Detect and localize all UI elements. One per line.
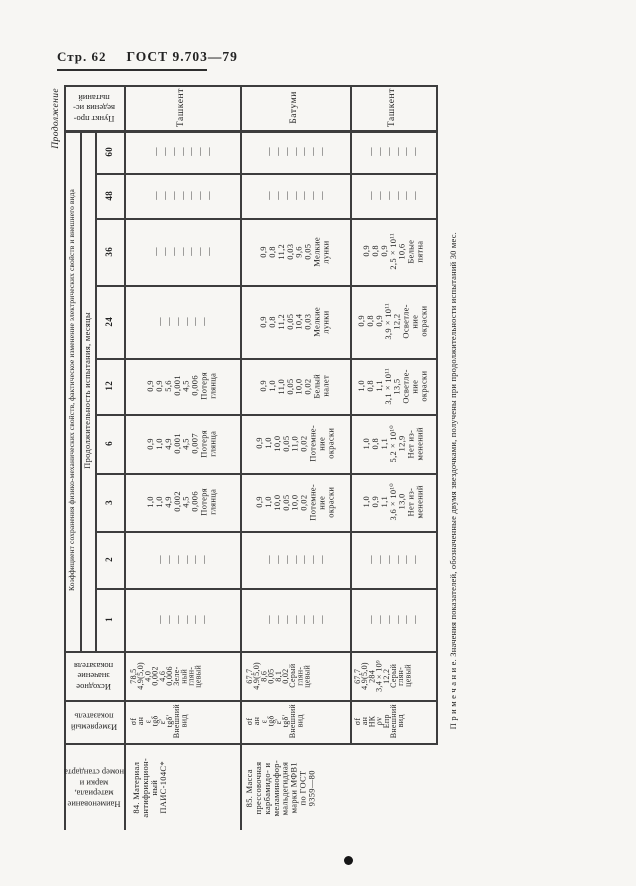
table-line xyxy=(124,85,126,830)
site-cell-m84: Ташкент xyxy=(176,87,187,128)
table-line xyxy=(64,700,438,702)
s2-params: σf aн НК ρv Eпр Внешний вид xyxy=(353,704,406,739)
s2-m60: — — — — — — xyxy=(365,147,420,156)
header-material-name: Наименование материала, марки и номер ст… xyxy=(64,767,124,810)
material-name-85: 85. Масса прессовочная карбамидо- и мела… xyxy=(244,759,317,817)
table-line xyxy=(95,173,436,175)
table-line xyxy=(436,85,438,743)
table-line xyxy=(64,85,438,87)
header-underline xyxy=(57,69,207,71)
s0-m6: 0,9 1,0 4,9 0,001 4,5 0,007 Потеря глянц… xyxy=(145,429,218,458)
s2-m24: 0,9 0,8 0,9 3,9×10¹¹ 12,2 Осветле- ние о… xyxy=(356,303,429,340)
table-line xyxy=(64,743,438,745)
s2-initial: 67,7 4,9(5,0) 284 3,4×10⁹ 12,2 Серый гля… xyxy=(353,659,413,692)
s2-m3: 1,0 0,9 1,1 3,6×10¹⁰ 13,0 Нет из- менени… xyxy=(360,483,425,521)
s1-m48: — — — — — — — xyxy=(262,191,327,200)
s0-m48: — — — — — — — xyxy=(149,191,214,200)
s1-m36: 0,9 0,8 11,2 0,03 9,6 0,05 Мелкие лунки xyxy=(258,236,331,267)
s2-m12: 1,0 0,8 1,1 3,1×10¹¹ 13,5 Осветле- ние о… xyxy=(356,367,429,405)
s1-m12: 0,9 1,0 11,0 0,05 10,0 0,02 Белый налет xyxy=(258,373,331,399)
s1-m60: — — — — — — — xyxy=(262,147,327,156)
page-number: Стр. 62 xyxy=(57,49,107,64)
material-name-84: 84. Материал антифрикцион- ный ПАИС-104С… xyxy=(131,758,168,818)
header-initial-value: Исходное значение показателя xyxy=(74,660,114,692)
table-line xyxy=(95,473,436,475)
page-header: Стр. 62 ГОСТ 9.703—79 xyxy=(57,49,238,65)
s0-params: σf aн ε tgδ ε′ tgδ′ Внешний вид xyxy=(129,704,189,739)
table-line xyxy=(95,414,436,416)
s2-m2: — — — — — — xyxy=(365,555,420,564)
footnote: П р и м е ч а н и е. Значения показателе… xyxy=(447,232,458,730)
table-line xyxy=(95,358,436,360)
s0-m3: 1,0 1,0 4,9 0,002 4,5 0,006 Потеря глянц… xyxy=(145,488,218,516)
s0-m60: — — — — — — — xyxy=(149,147,214,156)
header-duration: Продолжительность испытания, месяцы xyxy=(82,312,93,469)
s1-m1: — — — — — — — xyxy=(262,615,327,624)
header-test-point: Пункт про- ведения ис- пытаний xyxy=(72,92,115,124)
s1-m2: — — — — — — — xyxy=(262,555,327,564)
table-line xyxy=(95,588,436,590)
header-measured-param: Измеряемый показатель xyxy=(70,711,118,733)
s1-m24: 0,9 0,8 11,2 0,05 10,4 0,03 Мелкие лунки xyxy=(258,306,331,337)
month-label-1: 1 xyxy=(103,617,114,622)
table-line xyxy=(95,285,436,287)
s0-m2: — — — — — — xyxy=(154,555,209,564)
table-line xyxy=(95,130,97,651)
table-line xyxy=(350,85,352,743)
table-line xyxy=(64,85,66,830)
month-label-6: 6 xyxy=(103,441,114,446)
s0-m24: — — — — — — xyxy=(154,317,209,326)
rotated-table: Пункт про- ведения ис- пытаний Ташкент Б… xyxy=(64,85,438,835)
s2-m1: — — — — — — xyxy=(365,615,420,624)
table-line xyxy=(80,130,82,651)
month-label-36: 36 xyxy=(103,246,114,257)
month-label-2: 2 xyxy=(103,557,114,562)
s2-m6: 1,0 0,8 1,1 5,2×10¹⁰ 12,9 Нет из- менени… xyxy=(360,424,425,463)
bullet-dot xyxy=(344,856,353,865)
table-line xyxy=(95,531,436,533)
month-label-48: 48 xyxy=(103,190,114,201)
site-cell-m85-batumi: Батуми xyxy=(289,91,300,124)
table-line xyxy=(64,130,438,133)
s0-initial: 78,5 4,9(5,0) 4,0 0,002 4,6 0,006 Зеле- … xyxy=(129,661,203,690)
gost-number: ГОСТ 9.703—79 xyxy=(126,49,238,64)
s2-m36: 0,9 0,8 0,9 2,5×10¹¹ 10,6 Белые пятна xyxy=(360,233,425,270)
site-cell-m85-tashkent: Ташкент xyxy=(387,87,398,128)
table-line xyxy=(64,651,438,653)
continuation-label: Продолжение xyxy=(51,87,62,149)
table-line xyxy=(95,218,436,220)
s0-m12: 0,9 0,9 5,6 0,001 4,5 0,006 Потеря глянц… xyxy=(145,372,218,400)
s1-m6: 0,9 1,0 10,0 0,05 11,0 0,02 Потемне- ние… xyxy=(253,425,336,462)
month-label-60: 60 xyxy=(103,146,114,157)
s0-m36: — — — — — — — xyxy=(149,247,214,256)
month-label-3: 3 xyxy=(103,499,114,505)
s1-m3: 0,9 1,0 10,0 0,05 10,0 0,02 Потемне- ние… xyxy=(253,483,336,521)
s1-initial: 67,7 4,9(5,0) 8,6 0,05 8,1 0,02 Серый гл… xyxy=(245,661,312,690)
header-coefficient: Коэффициент сохранения физико-механическ… xyxy=(67,189,77,592)
table-line xyxy=(240,85,242,830)
month-label-12: 12 xyxy=(103,381,114,391)
month-label-24: 24 xyxy=(103,316,114,327)
s1-params: σf aн ε tgδ ε′ tgδ′ Внешний вид xyxy=(245,704,305,739)
s2-m48: — — — — — — xyxy=(365,191,420,200)
s0-m1: — — — — — — xyxy=(154,615,209,624)
